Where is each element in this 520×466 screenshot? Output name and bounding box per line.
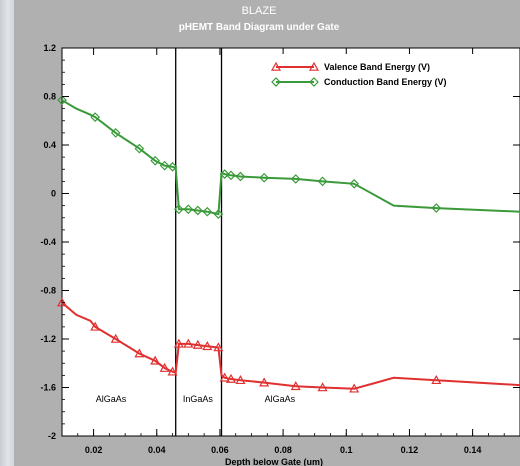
conduction-marker xyxy=(57,95,67,105)
chart-subtitle: pHEMT Band Diagram under Gate xyxy=(179,22,340,33)
conduction-marker xyxy=(431,203,442,213)
region-label-0: AlGaAs xyxy=(96,394,127,404)
x-tick-label: 0.02 xyxy=(85,445,103,455)
conduction-marker xyxy=(226,170,236,181)
conduction-marker xyxy=(134,143,145,154)
valence-marker xyxy=(159,362,170,372)
axes: 1.2 0.8 0.4 0 -0.4 -0.8 -1.2 -1.6 -2 0.02 0.04 0.06… xyxy=(40,43,520,455)
valence-marker xyxy=(308,61,320,71)
title-layer: BLAZE pHEMT Band Diagram under Gate xyxy=(179,5,340,33)
plot-svg: BLAZE pHEMT Band Diagram under Gate AlGa… xyxy=(40,5,520,466)
x-tick-label: 0.06 xyxy=(211,445,229,455)
conduction-marker xyxy=(317,176,328,187)
valence-marker xyxy=(317,382,328,392)
conduction-marker xyxy=(174,204,184,215)
conduction-marker xyxy=(183,204,194,215)
valence-marker xyxy=(259,377,270,387)
x-tick-label: 0.1 xyxy=(340,445,353,455)
series-valence xyxy=(56,297,520,393)
y-tick-label: -0.4 xyxy=(40,237,56,247)
valence-marker xyxy=(110,333,121,343)
y-tick-label: 0.4 xyxy=(43,140,56,150)
chart-title: BLAZE xyxy=(242,5,277,17)
conduction-marker xyxy=(159,160,170,171)
valence-marker xyxy=(150,355,161,365)
y-tick-label: 1.2 xyxy=(43,43,56,53)
y-tick-label: -1.6 xyxy=(40,383,56,393)
valence-marker xyxy=(167,366,178,376)
conduction-marker xyxy=(290,174,301,184)
conduction-band-line xyxy=(61,99,520,216)
conduction-marker xyxy=(202,206,213,217)
x-tick-label: 0.08 xyxy=(274,445,292,455)
legend-label: Conduction Band Energy (V) xyxy=(324,77,447,87)
conduction-marker xyxy=(235,171,246,182)
valence-marker xyxy=(219,372,230,382)
valence-marker xyxy=(202,341,213,351)
legend-box xyxy=(266,54,512,98)
legend-item-1: Conduction Band Energy (V) xyxy=(271,77,447,87)
conduction-marker xyxy=(110,128,121,138)
conduction-marker xyxy=(90,112,101,122)
valence-marker xyxy=(134,348,145,358)
region-labels: AlGaAs InGaAs AlGaAs xyxy=(96,394,296,404)
conduction-marker xyxy=(219,169,230,179)
valence-marker xyxy=(235,374,246,385)
conduction-marker xyxy=(192,205,203,216)
conduction-marker xyxy=(349,178,360,189)
legend-label: Valence Band Energy (V) xyxy=(324,62,430,72)
valence-marker xyxy=(225,373,237,383)
legend: Valence Band Energy (V) Conduction Band E… xyxy=(266,54,512,98)
region-label-2: AlGaAs xyxy=(265,394,296,404)
valence-marker xyxy=(270,61,282,71)
valence-marker xyxy=(290,381,301,391)
conduction-marker xyxy=(259,172,270,183)
conduction-marker xyxy=(150,155,161,166)
valence-marker xyxy=(90,321,101,331)
valence-marker xyxy=(173,338,184,348)
series-layer xyxy=(56,95,520,393)
x-axis-title: Depth below Gate (um) xyxy=(225,457,323,466)
y-tick-label: -1.2 xyxy=(40,334,56,344)
x-tick-label: 0.04 xyxy=(148,445,166,455)
conduction-marker xyxy=(213,209,224,219)
y-tick-label: -0.8 xyxy=(40,286,56,296)
y-tick-label: -2 xyxy=(48,431,56,441)
valence-marker xyxy=(183,338,194,348)
region-label-1: InGaAs xyxy=(183,394,214,404)
y-tick-label: 0 xyxy=(51,189,56,199)
conduction-marker xyxy=(309,77,319,87)
valence-marker xyxy=(192,339,203,349)
conduction-marker xyxy=(271,77,281,87)
series-conduction xyxy=(57,95,520,219)
y-tick-label: 0.8 xyxy=(43,92,56,102)
blaze-plot-window: BLAZE pHEMT Band Diagram under Gate AlGa… xyxy=(14,0,520,466)
x-tick-label: 0.12 xyxy=(401,445,419,455)
x-tick-label: 0.14 xyxy=(464,445,482,455)
valence-marker xyxy=(349,383,360,393)
legend-item-0: Valence Band Energy (V) xyxy=(270,61,430,72)
valence-marker xyxy=(431,374,442,385)
conduction-marker xyxy=(167,161,178,172)
plot-area xyxy=(61,47,520,437)
valence-marker xyxy=(213,342,224,352)
